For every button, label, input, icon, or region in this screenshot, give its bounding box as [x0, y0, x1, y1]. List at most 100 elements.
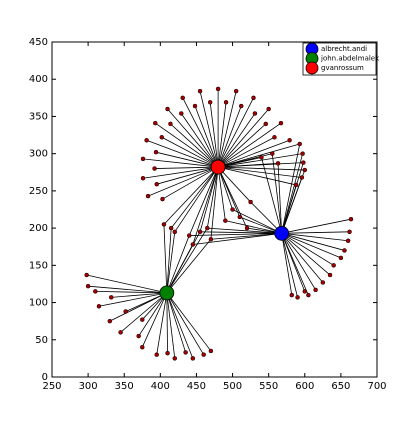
- edge: [271, 153, 283, 234]
- node: [145, 193, 151, 199]
- node: [320, 280, 326, 285]
- edge: [166, 231, 176, 293]
- x-tick-label: 650: [331, 381, 350, 392]
- edge: [217, 166, 251, 203]
- node: [331, 263, 336, 268]
- node: [299, 175, 305, 180]
- node: [165, 106, 170, 112]
- edge: [218, 166, 302, 178]
- node: [272, 135, 277, 140]
- edge: [218, 166, 297, 186]
- node: [152, 166, 157, 171]
- edge: [281, 232, 345, 251]
- edge: [156, 166, 219, 185]
- edge: [217, 91, 237, 168]
- edge: [180, 113, 219, 168]
- edge: [170, 166, 219, 229]
- node: [140, 344, 145, 350]
- node: [233, 88, 239, 94]
- edge: [166, 292, 194, 359]
- node: [293, 182, 299, 188]
- x-tick-label: 250: [42, 381, 61, 392]
- node: [287, 138, 292, 143]
- edge: [217, 136, 275, 168]
- node: [348, 216, 354, 222]
- node: [266, 106, 271, 112]
- edge: [277, 163, 283, 234]
- node: [140, 175, 146, 181]
- edge: [161, 136, 219, 168]
- y-tick-label: 400: [29, 74, 48, 85]
- edge: [166, 244, 194, 294]
- node: [123, 309, 128, 314]
- edge: [281, 232, 342, 259]
- edge: [120, 292, 168, 333]
- node: [192, 103, 198, 109]
- edge: [192, 166, 219, 245]
- y-tick-label: 350: [29, 111, 48, 122]
- edge: [88, 285, 167, 294]
- y-tick-label: 0: [42, 372, 48, 383]
- edge: [281, 233, 293, 296]
- hub-node: [159, 285, 175, 301]
- node: [201, 352, 206, 357]
- x-tick-label: 300: [79, 381, 98, 392]
- edge: [146, 139, 219, 168]
- edge: [166, 292, 168, 354]
- node: [107, 318, 113, 324]
- edge: [200, 231, 282, 234]
- node: [338, 255, 344, 261]
- node: [84, 272, 89, 278]
- node: [301, 160, 306, 165]
- edge: [207, 227, 282, 234]
- edge: [156, 292, 168, 355]
- edge: [218, 143, 300, 168]
- edge: [111, 292, 167, 298]
- node: [154, 352, 159, 357]
- node: [168, 121, 173, 127]
- legend-label: john.abdelmalek: [320, 55, 380, 63]
- edge: [281, 233, 316, 291]
- edge: [217, 105, 242, 168]
- node: [238, 103, 244, 109]
- node: [237, 214, 243, 220]
- edge: [217, 108, 269, 168]
- edges: [86, 88, 352, 359]
- node: [96, 304, 102, 309]
- hub-node: [210, 159, 226, 175]
- x-tick-label: 600: [295, 381, 314, 392]
- edge: [210, 232, 282, 240]
- edge: [281, 233, 298, 298]
- node: [179, 111, 184, 116]
- node: [108, 295, 114, 300]
- edge: [209, 102, 219, 168]
- edge: [142, 158, 219, 168]
- edge: [206, 166, 219, 229]
- edge: [281, 218, 352, 234]
- node: [153, 149, 159, 155]
- x-tick-label: 550: [259, 381, 278, 392]
- node: [248, 199, 253, 205]
- node: [215, 86, 221, 92]
- node: [153, 120, 158, 126]
- y-tick-label: 150: [29, 260, 48, 271]
- edge: [86, 274, 167, 294]
- node: [172, 356, 178, 361]
- edge: [166, 292, 212, 352]
- node: [297, 141, 302, 147]
- edge: [98, 292, 167, 307]
- edge: [217, 113, 256, 168]
- edge: [217, 122, 282, 168]
- y-tick-label: 200: [29, 223, 48, 234]
- node: [205, 225, 210, 231]
- edge: [281, 231, 350, 234]
- edge: [167, 108, 219, 168]
- node: [223, 100, 229, 105]
- node: [159, 135, 165, 140]
- edge: [281, 153, 303, 234]
- y-tick-label: 100: [29, 298, 48, 309]
- edge: [217, 123, 267, 168]
- edge: [217, 102, 227, 168]
- edge: [189, 232, 282, 236]
